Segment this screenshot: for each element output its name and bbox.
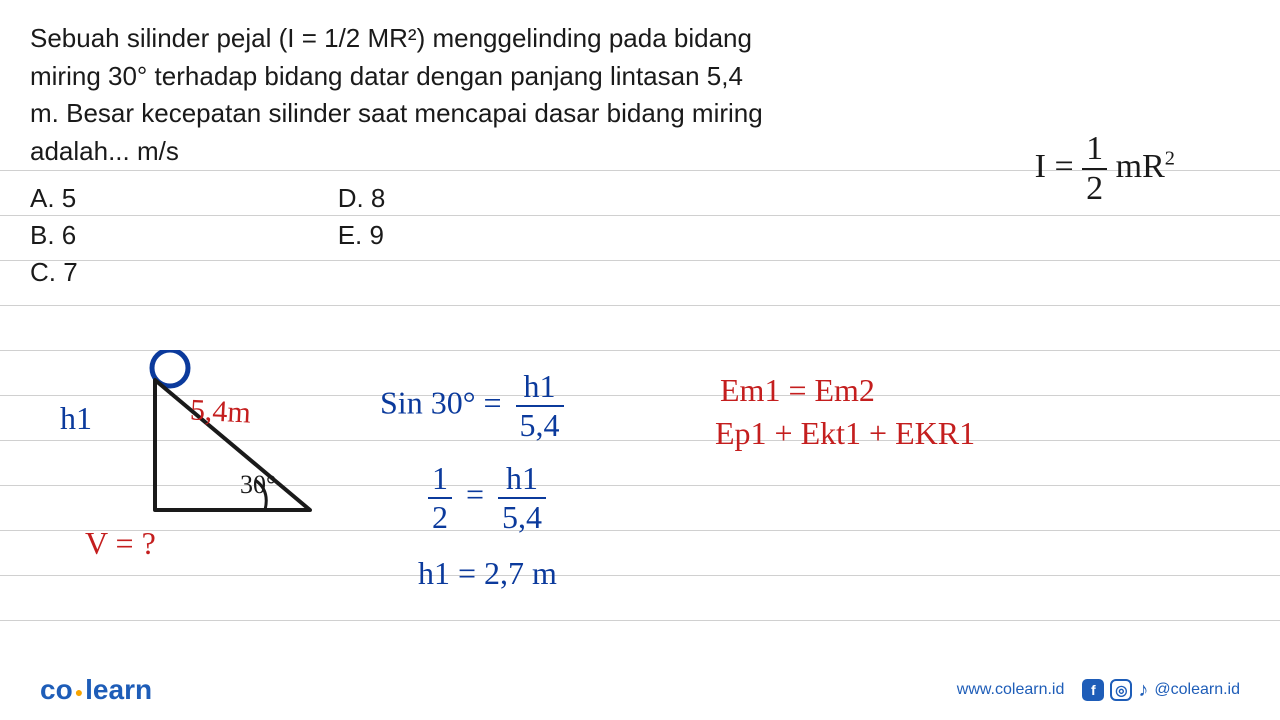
hw-energy1: Em1 = Em2 [720,372,875,409]
tiktok-icon: ♪ [1138,679,1148,701]
hw-sin-label: Sin 30° = [380,384,502,420]
social-handle: @colearn.id [1154,681,1240,699]
hw-sin-line: Sin 30° = h15,4 [380,368,564,444]
logo-right: learn [85,674,152,705]
rule-line [0,215,1280,216]
hw-frac-num: h1 [516,368,564,407]
hw-half-eq: 12 = h15,4 [428,460,546,536]
hw-h1-label: h1 [60,400,92,437]
hw-v-label: V = ? [85,525,156,562]
triangle-diagram [60,350,320,550]
rule-line [0,305,1280,306]
hw-half-den: 2 [428,499,452,536]
brand-logo: co●learn [40,674,152,706]
footer-url: www.colearn.id [957,681,1065,699]
footer-right: www.colearn.id f ◎ ♪ @colearn.id [957,679,1240,701]
hw-rhs-den: 5,4 [498,499,546,536]
rule-line [0,260,1280,261]
hw-angle-label: 30° [240,470,276,500]
hw-rhs-num: h1 [498,460,546,499]
logo-left: co [40,674,73,705]
hw-h1-result: h1 = 2,7 m [418,555,557,592]
rule-line [0,620,1280,621]
hw-eq: = [460,476,490,512]
facebook-icon: f [1082,679,1104,701]
instagram-icon: ◎ [1110,679,1132,701]
hw-frac-den: 5,4 [516,407,564,444]
logo-dot: ● [73,684,85,700]
hw-energy2: Ep1 + Ekt1 + EKR1 [715,415,975,452]
hw-hyp-label: 5,4m [189,393,252,430]
hw-half-num: 1 [428,460,452,499]
rule-line [0,575,1280,576]
hw-inertia: I = 12 mR2 [1035,130,1175,208]
footer: co●learn www.colearn.id f ◎ ♪ @colearn.i… [0,660,1280,720]
hw-inertia-eq: I = 12 mR2 [1035,148,1175,185]
social-icons: f ◎ ♪ @colearn.id [1082,679,1240,701]
